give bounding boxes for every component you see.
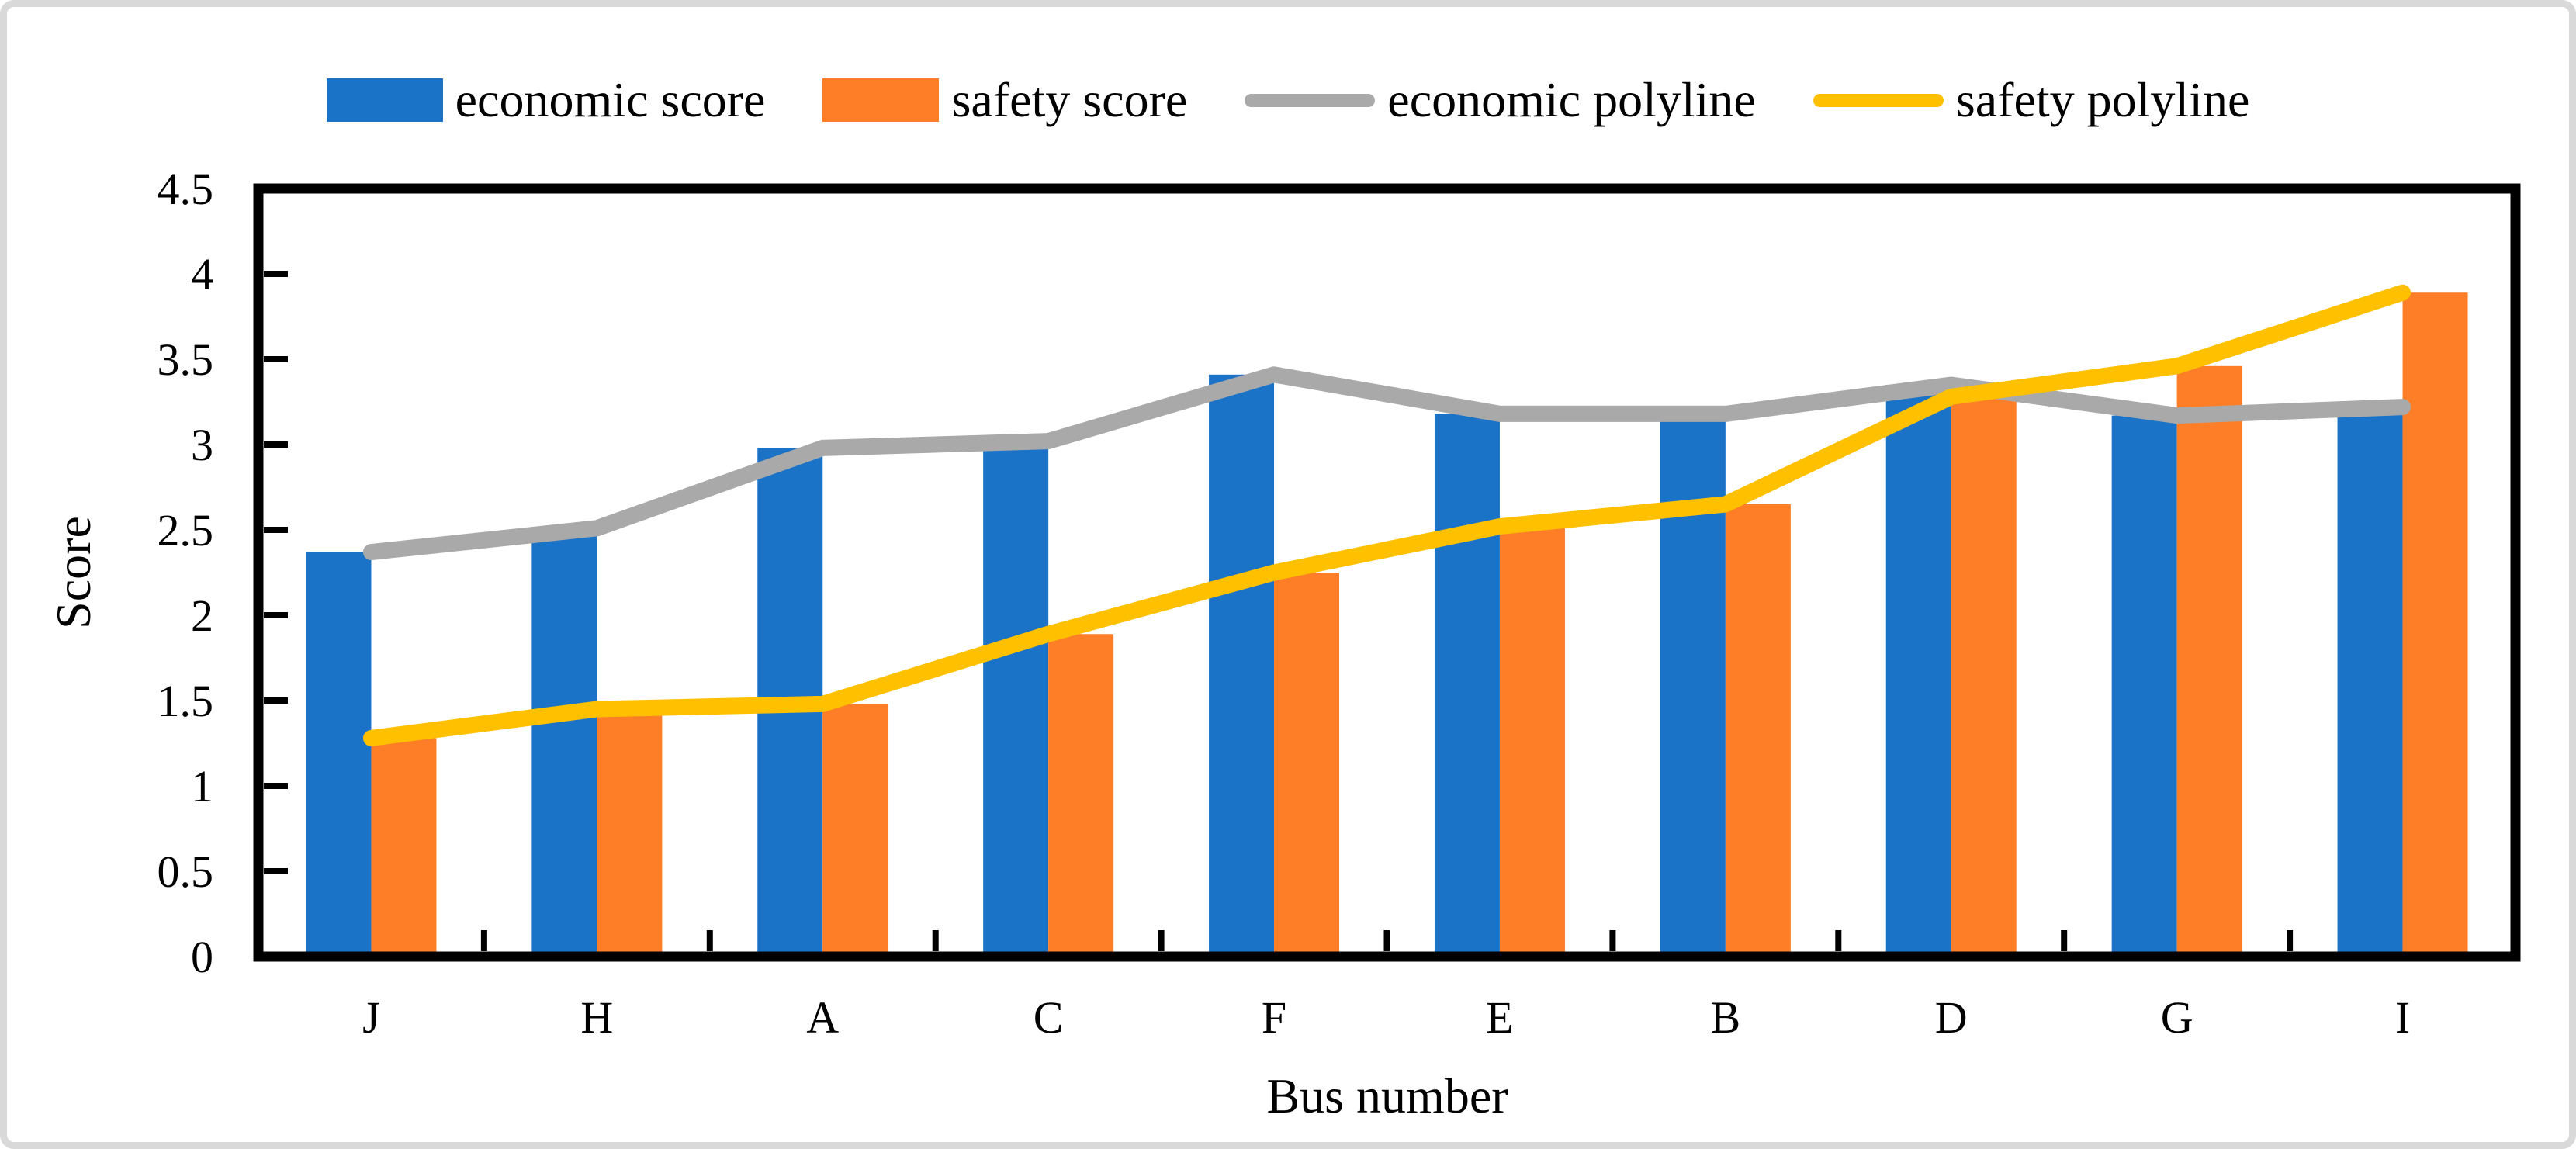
bar-economic-score-J xyxy=(306,552,372,957)
safety-polyline-swatch-icon xyxy=(1813,93,1944,107)
bar-economic-score-D xyxy=(1885,385,1951,957)
x-category-label-I: I xyxy=(2395,992,2410,1043)
y-tick-label-3: 3 xyxy=(191,420,213,470)
bar-safety-score-E xyxy=(1499,526,1565,957)
x-category-label-F: F xyxy=(1262,992,1286,1043)
bar-safety-score-F xyxy=(1274,573,1340,957)
bar-safety-score-D xyxy=(1951,396,2017,957)
legend-item-safety-score: safety score xyxy=(822,75,1187,125)
x-category-label-A: A xyxy=(806,992,839,1043)
legend-item-safety-polyline: safety polyline xyxy=(1813,72,2250,127)
bar-economic-score-G xyxy=(2111,415,2177,957)
legend-label-economic-polyline: economic polyline xyxy=(1387,72,1756,127)
y-tick-label-3.5: 3.5 xyxy=(158,334,214,385)
bar-safety-score-J xyxy=(371,738,437,957)
chart-canvas: 0 0.5 1 1.5 2 2.5 3 3.5 4 4.5 J H A C F E B D G I xyxy=(158,164,2521,1043)
legend-item-economic-score: economic score xyxy=(326,72,766,127)
x-category-label-B: B xyxy=(1711,992,1741,1043)
y-tick-label-0: 0 xyxy=(191,932,213,982)
chart-legend: economic score safety score economic pol… xyxy=(7,75,2569,125)
bar-safety-score-I xyxy=(2402,292,2468,957)
legend-label-safety-polyline: safety polyline xyxy=(1955,72,2250,127)
plot-border xyxy=(253,183,2521,962)
y-tick-label-2: 2 xyxy=(191,590,213,641)
y-tick-label-4.5: 4.5 xyxy=(158,164,214,214)
x-category-label-H: H xyxy=(580,992,613,1043)
y-tick-label-1: 1 xyxy=(191,761,213,812)
x-category-label-J: J xyxy=(362,992,380,1043)
x-axis-title: Bus number xyxy=(1266,1068,1508,1123)
economic-polyline xyxy=(362,366,2412,561)
y-tick-label-4: 4 xyxy=(191,249,213,299)
bar-safety-score-B xyxy=(1725,504,1791,957)
x-category-label-C: C xyxy=(1034,992,1064,1043)
bar-economic-score-I xyxy=(2337,407,2403,957)
y-tick-label-1.5: 1.5 xyxy=(158,676,214,726)
bar-safety-score-C xyxy=(1048,634,1114,957)
bar-economic-score-B xyxy=(1660,414,1726,957)
economic-polyline-swatch-icon xyxy=(1245,93,1376,107)
safety-score-swatch-icon xyxy=(822,78,940,122)
x-category-label-G: G xyxy=(2161,992,2193,1043)
economic-score-swatch-icon xyxy=(326,78,443,122)
y-tick-label-2.5: 2.5 xyxy=(158,505,214,555)
bar-economic-score-C xyxy=(983,441,1049,957)
bar-safety-score-G xyxy=(2176,365,2242,957)
legend-item-economic-polyline: economic polyline xyxy=(1245,75,1756,125)
x-category-label-E: E xyxy=(1486,992,1513,1043)
bar-economic-score-F xyxy=(1209,374,1275,957)
y-axis-title: Score xyxy=(46,516,101,629)
legend-label-safety-score: safety score xyxy=(951,72,1188,127)
bar-economic-score-E xyxy=(1434,414,1500,957)
bar-safety-score-A xyxy=(822,704,888,957)
y-tick-label-0.5: 0.5 xyxy=(158,846,214,897)
legend-label-economic-score: economic score xyxy=(455,72,766,127)
safety-polyline xyxy=(362,284,2412,746)
bar-economic-score-H xyxy=(531,528,597,957)
x-category-label-D: D xyxy=(1935,992,1968,1043)
bar-safety-score-H xyxy=(597,709,663,957)
